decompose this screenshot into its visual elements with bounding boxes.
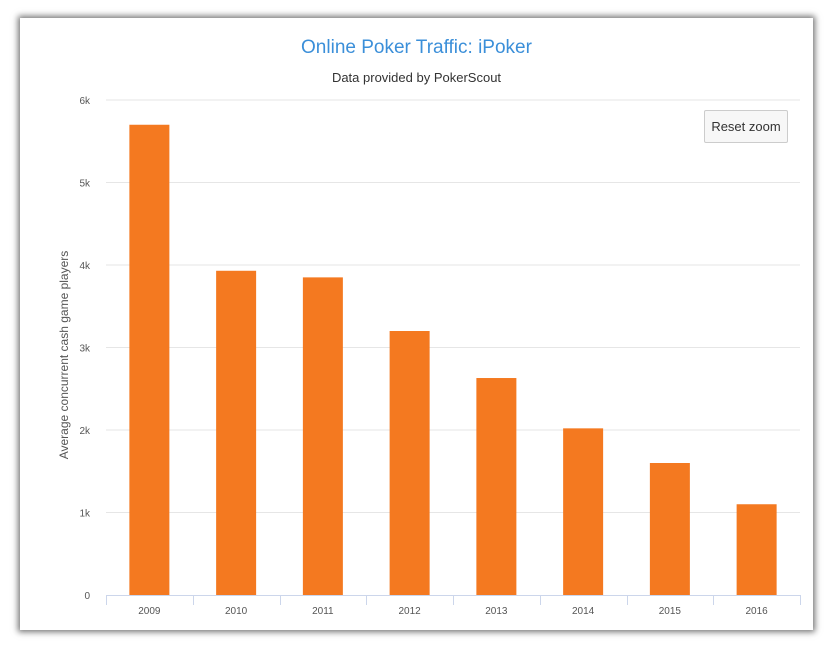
x-tick-label: 2009 bbox=[138, 606, 161, 617]
bar-2013[interactable] bbox=[476, 378, 517, 595]
y-tick-label: 3k bbox=[79, 344, 91, 355]
bar-2010[interactable] bbox=[216, 270, 257, 595]
y-axis: 0 1k 2k 3k 4k 5k 6k bbox=[79, 96, 91, 602]
x-tick-label: 2016 bbox=[746, 606, 769, 617]
x-tick-label: 2013 bbox=[485, 606, 508, 617]
y-tick-label: 4k bbox=[79, 261, 91, 272]
y-tick-label: 2k bbox=[79, 426, 91, 437]
gridlines bbox=[106, 99, 800, 513]
bar-2009[interactable] bbox=[129, 124, 170, 595]
chart-title: Online Poker Traffic: iPoker bbox=[301, 37, 532, 58]
chart-container: Online Poker Traffic: iPoker Data provid… bbox=[20, 18, 813, 630]
bar-chart: 2009 2010 2011 2012 2013 2014 2015 2016 0 1k 2k 3k… bbox=[57, 96, 801, 617]
y-tick-label: 0 bbox=[84, 591, 90, 602]
x-tick-label: 2012 bbox=[399, 606, 422, 617]
bar-2011[interactable] bbox=[302, 277, 343, 595]
x-tick-label: 2011 bbox=[312, 606, 334, 617]
bar-2014[interactable] bbox=[563, 428, 604, 595]
y-tick-label: 1k bbox=[79, 509, 91, 520]
reset-zoom-button[interactable]: Reset zoom bbox=[704, 110, 788, 143]
chart-subtitle: Data provided by PokerScout bbox=[331, 70, 502, 85]
x-tick-label: 2014 bbox=[572, 606, 595, 617]
bar-2016[interactable] bbox=[736, 504, 777, 595]
y-axis-title: Average concurrent cash game players bbox=[57, 251, 71, 460]
y-tick-label: 6k bbox=[79, 96, 91, 107]
bars bbox=[129, 124, 777, 595]
x-tick-label: 2010 bbox=[225, 606, 248, 617]
y-tick-label: 5k bbox=[79, 179, 91, 190]
x-tick-label: 2015 bbox=[659, 606, 682, 617]
bar-2015[interactable] bbox=[649, 463, 690, 595]
x-axis: 2009 2010 2011 2012 2013 2014 2015 2016 bbox=[106, 595, 801, 617]
bar-2012[interactable] bbox=[389, 331, 430, 595]
